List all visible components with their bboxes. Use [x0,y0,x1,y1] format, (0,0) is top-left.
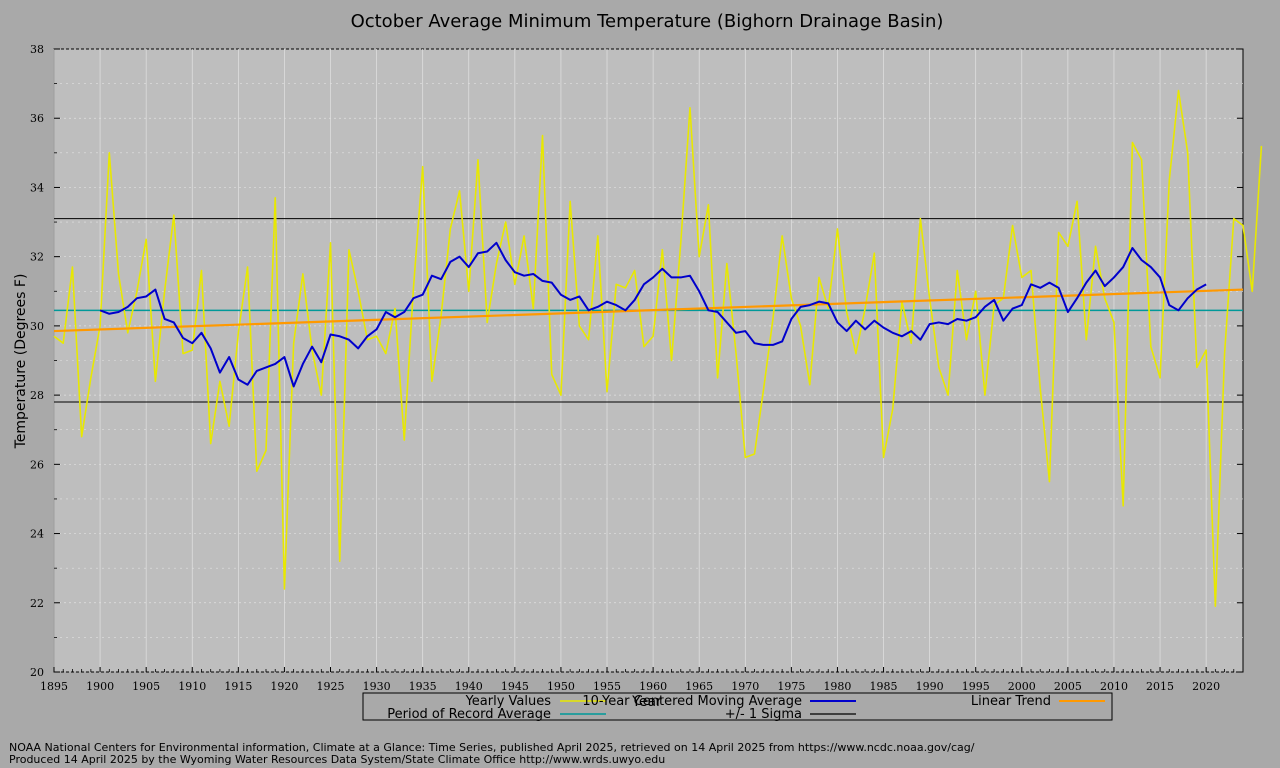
x-tick-label: 1990 [916,680,944,693]
x-tick-label: 1920 [270,680,298,693]
y-axis: 20 22 24 26 28 30 32 34 36 38 [30,43,1243,679]
series-moving-average [99,241,1207,388]
y-tick-label: 26 [30,458,44,471]
x-tick-label: 2020 [1192,680,1220,693]
x-tick-label: 1910 [178,680,206,693]
y-tick-label: 36 [30,112,44,125]
x-axis-label: Year [631,694,662,710]
x-tick-label: 1975 [777,680,805,693]
x-axis: 1895 1900 1905 1910 1915 1920 1925 1930 1935 1940… [40,667,1244,693]
y-tick-label: 28 [30,389,44,402]
y-tick-label: 30 [30,320,44,333]
x-tick-label: 2000 [1008,680,1036,693]
x-tick-label: 1995 [962,680,990,693]
x-tick-label: 1900 [86,680,114,693]
y-tick-label: 24 [30,528,44,541]
x-tick-label: 1965 [685,680,713,693]
x-tick-label: 2005 [1054,680,1082,693]
y-tick-label: 38 [30,43,44,56]
x-tick-label: 1940 [455,680,483,693]
x-tick-label: 1970 [731,680,759,693]
x-tick-label: 1935 [409,680,437,693]
x-tick-label: 2015 [1146,680,1174,693]
legend-box [362,692,1113,721]
x-tick-label: 1980 [823,680,851,693]
x-tick-label: 1985 [870,680,898,693]
legend-label-yearly: Yearly Values [465,694,552,709]
x-tick-label: 1925 [317,680,345,693]
x-tick-label: 2010 [1100,680,1128,693]
x-tick-label: 1895 [40,680,68,693]
legend-label-sigma: +/- 1 Sigma [725,707,802,722]
y-tick-label: 20 [30,666,44,679]
legend: Yearly Values 10-Year Centered Moving Av… [362,692,1113,722]
x-tick-label: 1950 [547,680,575,693]
footer-producer: Produced 14 April 2025 by the Wyoming Wa… [9,753,665,766]
x-tick-label: 1930 [363,680,391,693]
x-tick-label: 1905 [132,680,160,693]
chart-title: October Average Minimum Temperature (Big… [351,11,944,32]
x-tick-label: 1960 [639,680,667,693]
legend-label-moving-avg: 10-Year Centered Moving Average [582,694,802,709]
series-linear-trend [53,288,1244,333]
x-tick-label: 1945 [501,680,529,693]
x-tick-label: 1955 [593,680,621,693]
legend-label-period-avg: Period of Record Average [387,707,551,722]
y-tick-label: 32 [30,251,44,264]
footer-source: NOAA National Centers for Environmental … [9,741,975,754]
y-axis-label: Temperature (Degrees F) [13,274,29,450]
series-yearly-values [53,89,1263,608]
y-tick-label: 34 [30,181,44,194]
legend-label-linear-trend: Linear Trend [971,694,1051,709]
x-tick-label: 1915 [224,680,252,693]
y-tick-label: 22 [30,597,44,610]
series-layer [53,89,1263,608]
